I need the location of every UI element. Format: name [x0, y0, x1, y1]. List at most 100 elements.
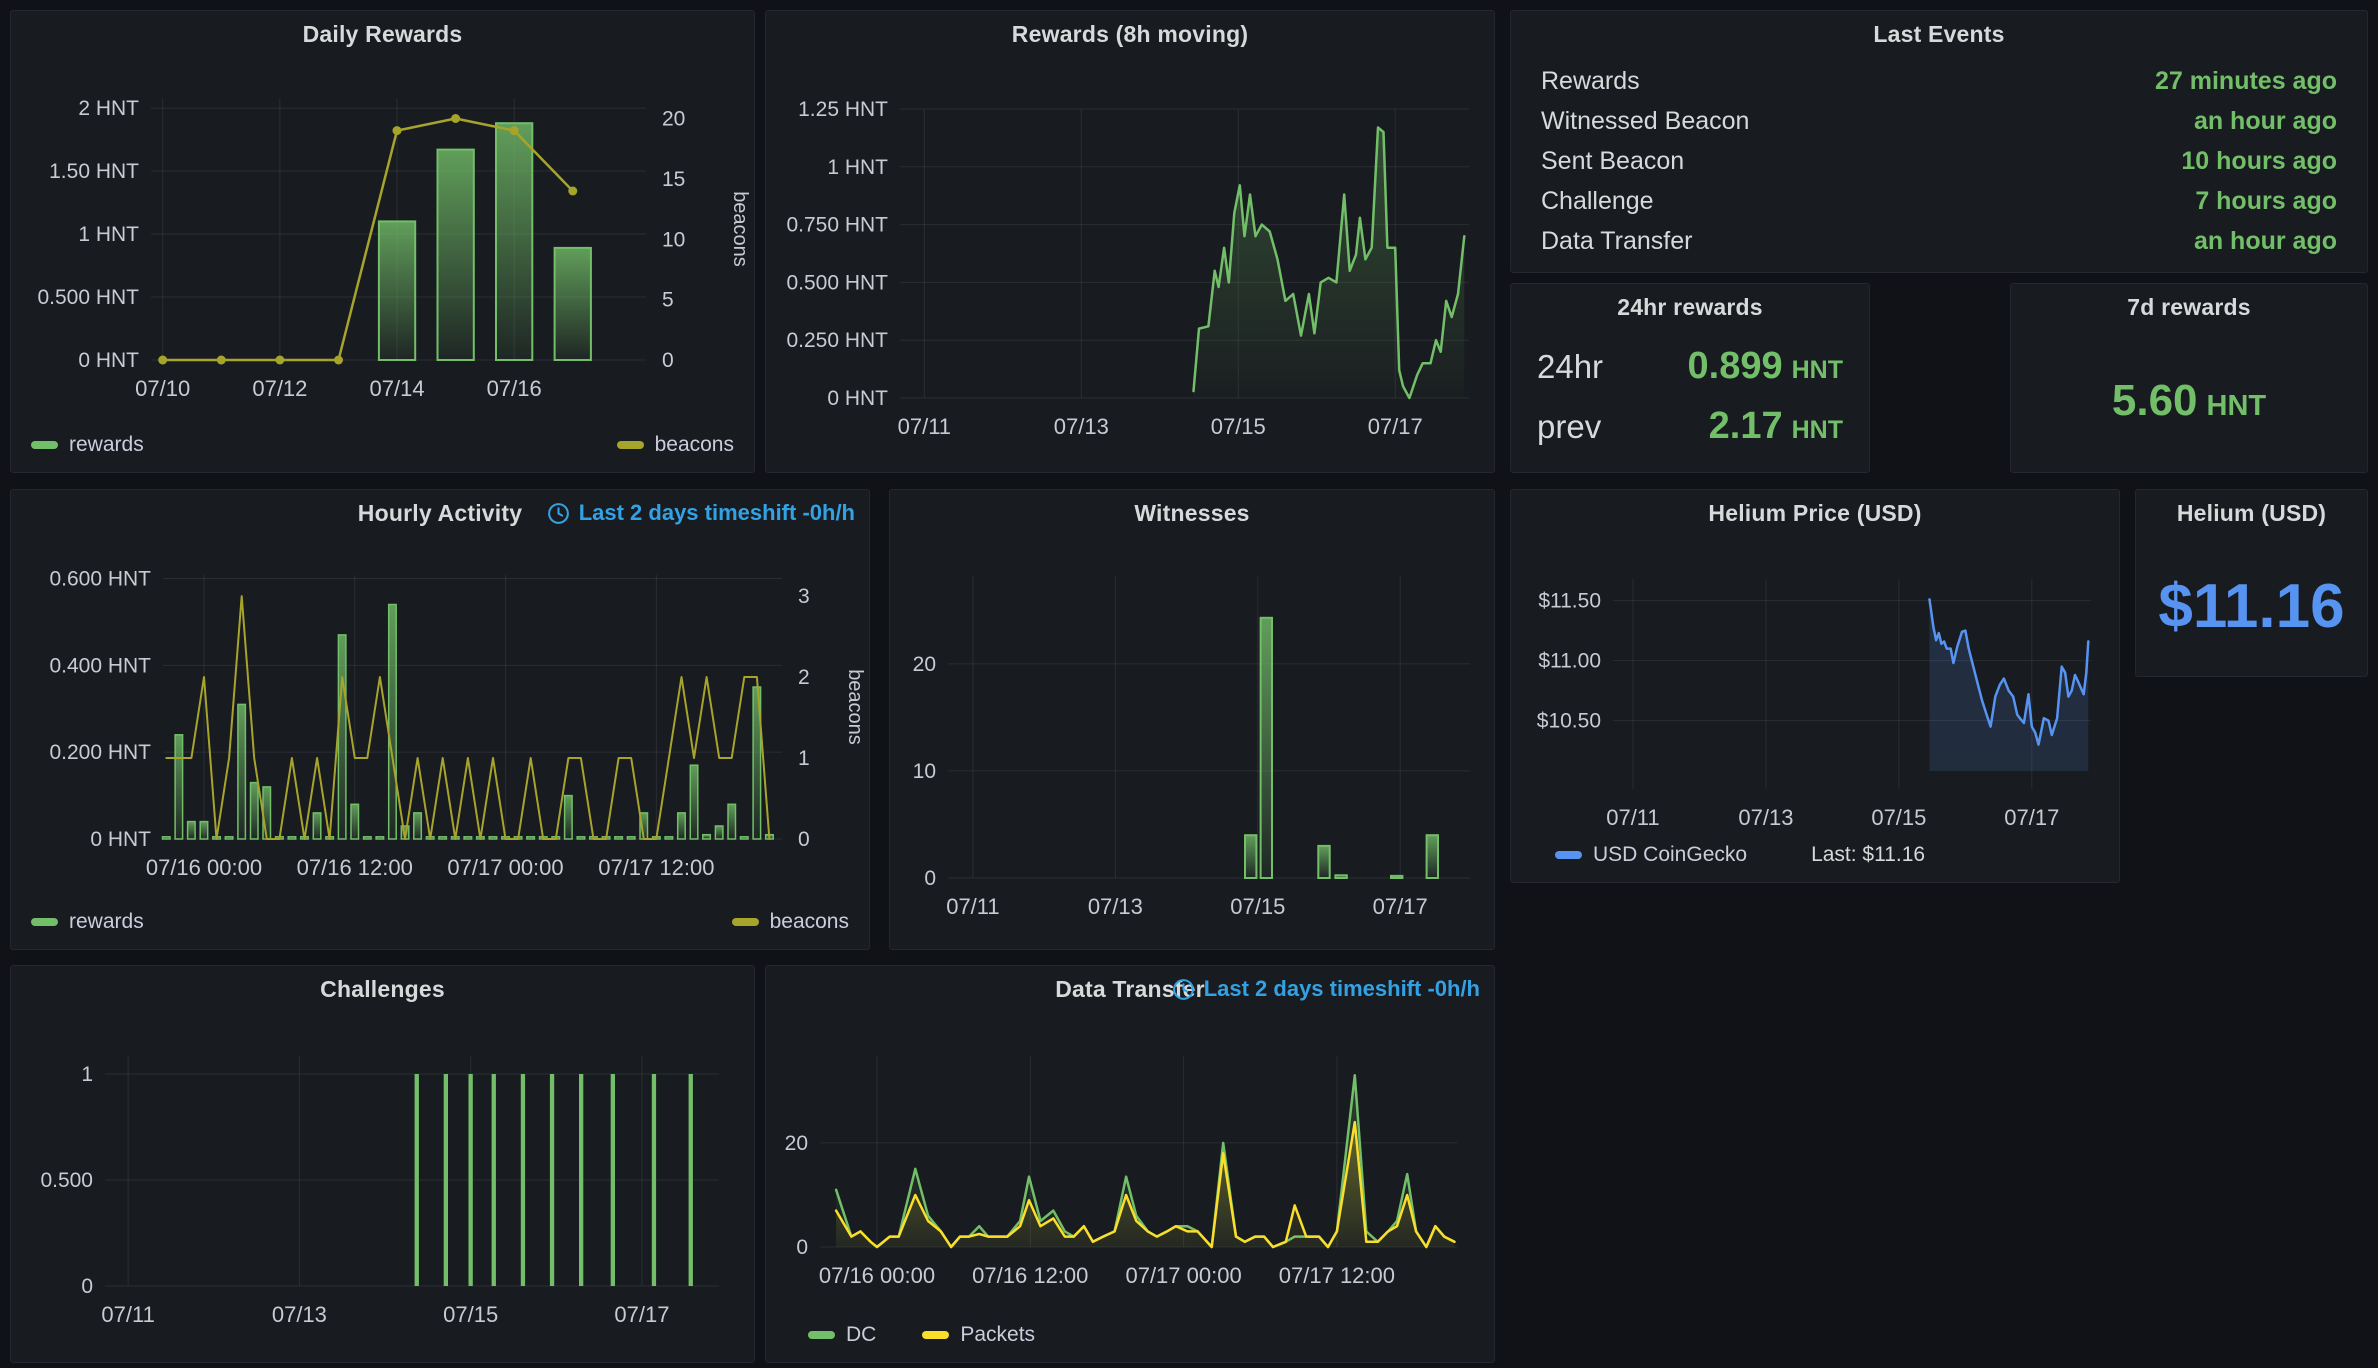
svg-text:0: 0: [798, 828, 810, 851]
svg-text:2 HNT: 2 HNT: [78, 97, 139, 120]
svg-text:1 HNT: 1 HNT: [827, 156, 888, 179]
svg-text:$10.50: $10.50: [1537, 710, 1601, 733]
legend-last-value: Last: $11.16: [1811, 843, 1926, 866]
chart-legend: rewards beacons: [11, 426, 754, 464]
svg-text:07/11: 07/11: [101, 1302, 154, 1327]
stat-value: $11.16: [2158, 571, 2345, 641]
event-value: an hour ago: [2193, 106, 2337, 135]
stat-row-prev: prev 2.17 HNT: [1537, 405, 1843, 448]
panel-title[interactable]: 7d rewards: [2127, 293, 2251, 320]
legend-item-rewards[interactable]: rewards: [31, 910, 144, 934]
svg-text:07/15: 07/15: [443, 1302, 498, 1327]
legend-item-usd-coingecko[interactable]: USD CoinGecko: [1555, 843, 1747, 867]
svg-text:0 HNT: 0 HNT: [90, 828, 151, 851]
chart-legend: USD CoinGecko Last: $11.16: [1511, 836, 2119, 874]
legend-label: beacons: [654, 433, 734, 456]
legend-label: rewards: [69, 433, 144, 456]
stat-center: $11.16: [2136, 536, 2367, 676]
legend-item-beacons[interactable]: beacons: [731, 910, 849, 934]
svg-text:0: 0: [662, 349, 674, 372]
panel-title[interactable]: Rewards (8h moving): [1011, 20, 1249, 47]
svg-text:07/17: 07/17: [2004, 805, 2059, 830]
hourly-activity-chart[interactable]: 07/16 00:00 07/16 12:00 07/17 00:00 07/17 1…: [11, 536, 871, 907]
svg-text:07/11: 07/11: [898, 414, 951, 439]
legend-label: rewards: [69, 910, 144, 933]
stat-label: 24hr: [1537, 347, 1604, 385]
panel-title[interactable]: Helium Price (USD): [1708, 499, 1922, 526]
panel-title[interactable]: 24hr rewards: [1617, 293, 1763, 320]
svg-text:07/16 00:00: 07/16 00:00: [819, 1263, 935, 1288]
svg-text:07/15: 07/15: [1871, 805, 1926, 830]
panel-title[interactable]: Last Events: [1873, 20, 2005, 47]
svg-text:1.25 HNT: 1.25 HNT: [798, 98, 888, 121]
svg-text:20: 20: [662, 108, 685, 131]
clock-icon: [547, 502, 569, 524]
panel-rewards-8h: Rewards (8h moving) 07/11 07/13 07/15 07/17…: [765, 10, 1495, 473]
svg-text:0: 0: [796, 1236, 808, 1259]
svg-text:1 HNT: 1 HNT: [78, 223, 139, 246]
helium-price-chart[interactable]: 07/11 07/13 07/15 07/17 $10.50 $11.00 $11.50: [1511, 536, 2121, 838]
svg-text:07/15: 07/15: [1211, 414, 1266, 439]
rewards-8h-chart[interactable]: 07/11 07/13 07/15 07/17 0 HNT 0.250 HNT 0.500 …: [766, 57, 1496, 474]
svg-text:beacons: beacons: [729, 191, 751, 267]
legend-item-packets[interactable]: Packets: [922, 1323, 1035, 1347]
panel-title[interactable]: Challenges: [320, 975, 445, 1002]
daily-rewards-chart[interactable]: 07/10 07/12 07/14 07/16 0 HNT 0.500 HNT 1 HNT 1…: [11, 57, 756, 428]
legend-item-rewards[interactable]: rewards: [31, 433, 144, 457]
legend-item-beacons[interactable]: beacons: [616, 433, 734, 457]
legend-swatch: [922, 1331, 950, 1339]
panel-title[interactable]: Witnesses: [1134, 499, 1250, 526]
event-label: Rewards: [1541, 66, 1640, 95]
event-row: Data Transfer an hour ago: [1541, 221, 2337, 261]
svg-text:07/17 00:00: 07/17 00:00: [447, 855, 563, 880]
svg-text:07/13: 07/13: [1054, 414, 1109, 439]
clock-icon: [1172, 978, 1194, 1000]
svg-text:1.50 HNT: 1.50 HNT: [49, 160, 139, 183]
svg-text:07/16 12:00: 07/16 12:00: [297, 855, 413, 880]
panel-data-transfer: Data Transfer Last 2 days timeshift -0h/…: [765, 965, 1495, 1363]
svg-text:07/17: 07/17: [1373, 894, 1428, 919]
event-row: Witnessed Beacon an hour ago: [1541, 101, 2337, 141]
chart-legend: rewards beacons: [11, 903, 869, 941]
event-label: Challenge: [1541, 186, 1654, 215]
svg-text:07/11: 07/11: [1606, 805, 1659, 830]
svg-text:07/17: 07/17: [614, 1302, 669, 1327]
panel-title[interactable]: Daily Rewards: [302, 20, 463, 47]
svg-text:1: 1: [798, 747, 810, 770]
event-label: Witnessed Beacon: [1541, 106, 1750, 135]
legend-swatch: [616, 441, 644, 449]
witnesses-chart[interactable]: 07/11 07/13 07/15 07/17 0 10 20: [890, 536, 1496, 951]
svg-text:07/13: 07/13: [1738, 805, 1793, 830]
event-label: Data Transfer: [1541, 226, 1693, 255]
legend-swatch: [31, 441, 58, 449]
timeshift-link[interactable]: Last 2 days timeshift -0h/h: [1171, 966, 1480, 1012]
stat-label: prev: [1537, 407, 1602, 445]
svg-text:2: 2: [798, 666, 810, 689]
svg-text:0.600 HNT: 0.600 HNT: [49, 567, 151, 590]
panel-title[interactable]: Helium (USD): [2176, 499, 2327, 526]
legend-label: Packets: [960, 1323, 1036, 1346]
panel-witnesses: Witnesses 07/11 07/13 07/15 07/17 0 10 20: [889, 489, 1495, 950]
svg-text:15: 15: [662, 168, 685, 191]
event-value: 27 minutes ago: [2155, 66, 2337, 95]
stat-center: 5.60 HNT: [2011, 330, 2367, 472]
svg-text:10: 10: [662, 228, 685, 251]
challenges-chart[interactable]: 07/11 07/13 07/15 07/17 0 0.500 1: [11, 1012, 756, 1364]
svg-text:0.400 HNT: 0.400 HNT: [49, 654, 151, 677]
panel-challenges: Challenges 07/11 07/13 07/15 07/17 0 0.500 1: [10, 965, 755, 1363]
svg-text:beacons: beacons: [844, 669, 866, 745]
svg-text:0.500 HNT: 0.500 HNT: [786, 271, 888, 294]
legend-swatch: [31, 918, 58, 926]
event-value: 10 hours ago: [2181, 146, 2337, 175]
legend-item-dc[interactable]: DC: [808, 1323, 876, 1347]
svg-text:0.500 HNT: 0.500 HNT: [37, 286, 139, 309]
svg-text:07/12: 07/12: [252, 376, 307, 401]
event-value: an hour ago: [2193, 226, 2337, 255]
event-value: 7 hours ago: [2195, 186, 2337, 215]
data-transfer-chart[interactable]: 07/16 00:00 07/16 12:00 07/17 00:00 07/17 1…: [766, 1012, 1496, 1316]
panel-title[interactable]: Hourly Activity: [357, 499, 523, 526]
panel-24hr-rewards: 24hr rewards 24hr 0.899 HNT prev 2.17 HNT: [1510, 283, 1870, 473]
panel-helium-usd: Helium (USD) $11.16: [2135, 489, 2368, 677]
timeshift-link[interactable]: Last 2 days timeshift -0h/h: [546, 490, 855, 536]
svg-text:07/16 00:00: 07/16 00:00: [146, 855, 262, 880]
